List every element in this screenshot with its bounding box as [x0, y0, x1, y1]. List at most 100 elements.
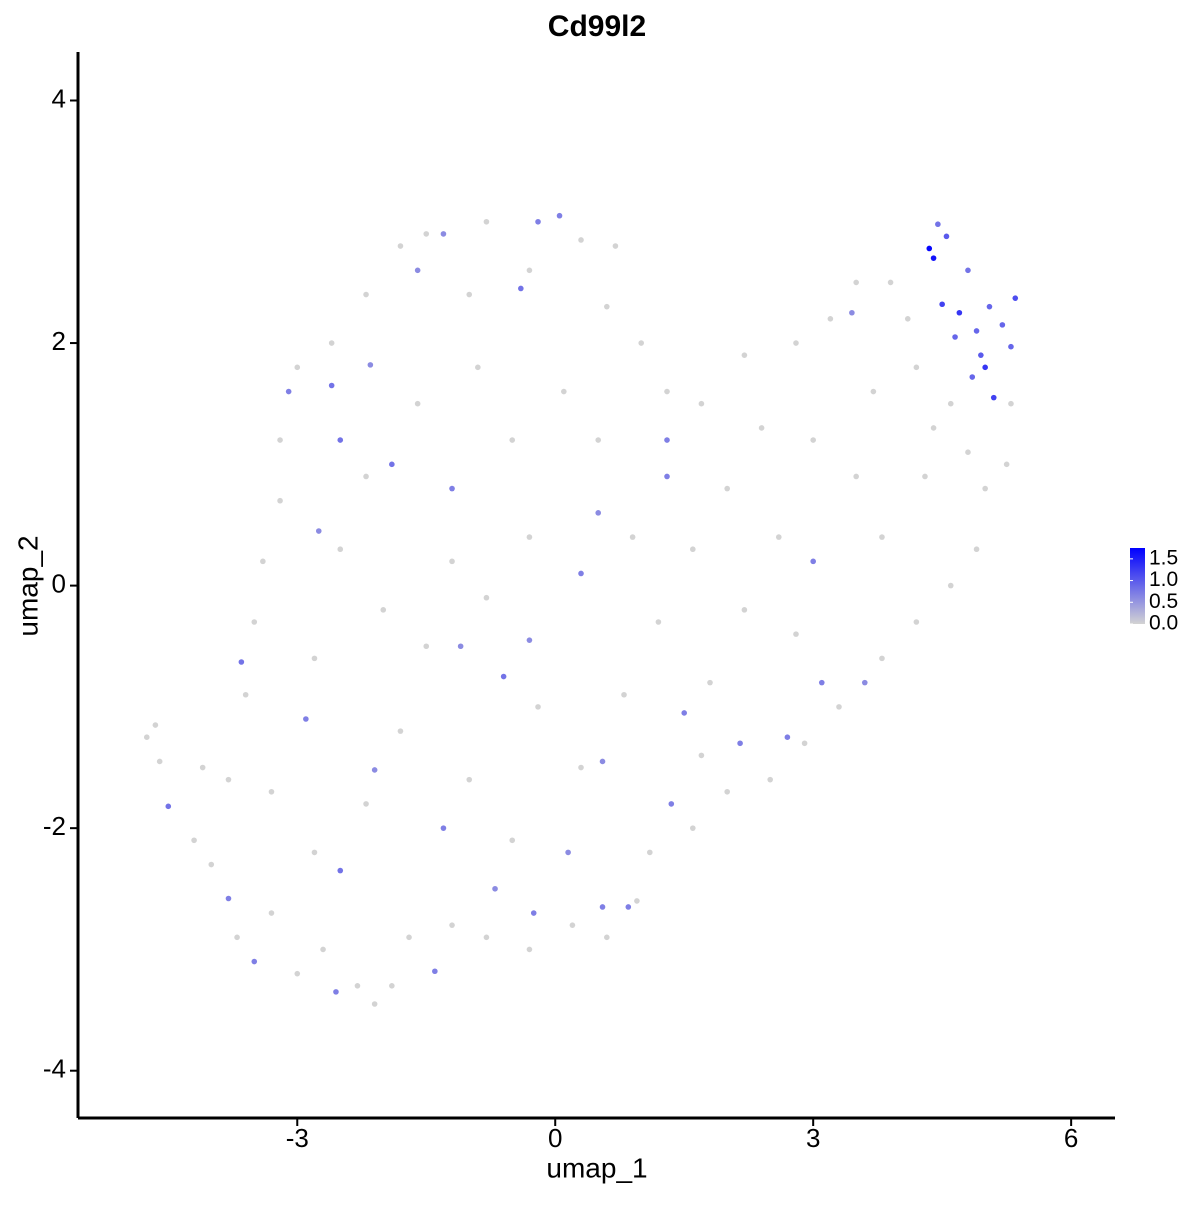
- point: [380, 607, 387, 613]
- point: [363, 801, 369, 807]
- point: [561, 388, 567, 395]
- point: [440, 231, 447, 237]
- point: [690, 825, 696, 831]
- x-tick-label: 3: [806, 1123, 820, 1153]
- point: [599, 758, 606, 765]
- point: [853, 279, 859, 286]
- point: [595, 510, 602, 516]
- point: [599, 904, 606, 910]
- point: [242, 691, 249, 698]
- point: [784, 734, 791, 740]
- point: [956, 309, 963, 316]
- y-tick-label: 0: [52, 568, 66, 598]
- x-axis-label: umap_1: [546, 1152, 647, 1183]
- point: [311, 655, 318, 662]
- point: [328, 340, 335, 346]
- colorbar-label: 1.0: [1149, 568, 1178, 591]
- y-axis-label: umap_2: [12, 535, 43, 636]
- point: [930, 425, 937, 431]
- point: [1003, 461, 1010, 468]
- x-tick-label: -3: [286, 1123, 309, 1153]
- point: [234, 934, 240, 941]
- point: [836, 704, 842, 710]
- point: [225, 895, 232, 902]
- point: [432, 968, 438, 975]
- point: [354, 983, 361, 989]
- point: [225, 776, 232, 783]
- point: [904, 316, 911, 322]
- chart-title: Cd99l2: [548, 10, 646, 43]
- point: [457, 643, 464, 650]
- point: [870, 388, 877, 395]
- point: [647, 849, 653, 856]
- point: [930, 255, 937, 261]
- point: [569, 922, 576, 928]
- point: [526, 637, 533, 643]
- point: [311, 849, 318, 856]
- point: [423, 643, 430, 650]
- y-tick-label: 2: [52, 326, 66, 356]
- point: [414, 267, 421, 274]
- point: [655, 619, 662, 625]
- point: [965, 267, 971, 274]
- point: [947, 582, 954, 589]
- point: [668, 801, 675, 807]
- point: [578, 570, 584, 577]
- point: [500, 673, 507, 680]
- point: [449, 558, 455, 565]
- point: [861, 679, 868, 686]
- point: [535, 218, 541, 225]
- point: [191, 837, 197, 844]
- point: [849, 309, 855, 316]
- point: [990, 394, 997, 401]
- point: [690, 546, 696, 553]
- point: [634, 898, 640, 904]
- point: [268, 788, 275, 795]
- point: [294, 970, 301, 977]
- x-tick-label: 6: [1064, 1123, 1078, 1153]
- point: [556, 212, 563, 219]
- point: [397, 728, 404, 734]
- point: [578, 764, 584, 771]
- point: [260, 558, 266, 565]
- colorbar-label: 0.0: [1149, 612, 1178, 635]
- point: [535, 704, 541, 710]
- point: [999, 322, 1006, 328]
- point: [978, 352, 984, 358]
- point: [926, 245, 933, 252]
- point: [793, 340, 799, 346]
- point: [466, 776, 473, 783]
- point: [238, 659, 245, 665]
- y-tick-label: 4: [52, 83, 66, 113]
- point: [913, 364, 920, 371]
- point: [526, 534, 533, 540]
- point: [492, 885, 498, 892]
- point: [337, 546, 344, 553]
- point: [664, 437, 670, 443]
- point: [969, 374, 976, 380]
- point: [277, 497, 283, 504]
- point: [698, 400, 705, 407]
- point: [741, 607, 748, 613]
- point: [741, 352, 748, 358]
- point: [406, 934, 412, 941]
- point: [952, 334, 958, 340]
- point: [251, 619, 258, 625]
- point: [285, 388, 292, 395]
- point: [371, 1001, 378, 1007]
- point: [973, 328, 980, 334]
- point: [208, 861, 215, 868]
- point: [294, 364, 301, 371]
- point: [767, 776, 773, 783]
- point: [397, 243, 404, 249]
- point: [595, 437, 602, 443]
- y-tick-label: -4: [43, 1054, 66, 1084]
- point: [423, 231, 430, 237]
- point: [625, 904, 632, 910]
- point: [879, 655, 885, 662]
- point: [367, 362, 374, 368]
- point: [565, 849, 571, 856]
- point: [315, 528, 322, 534]
- point: [724, 485, 730, 492]
